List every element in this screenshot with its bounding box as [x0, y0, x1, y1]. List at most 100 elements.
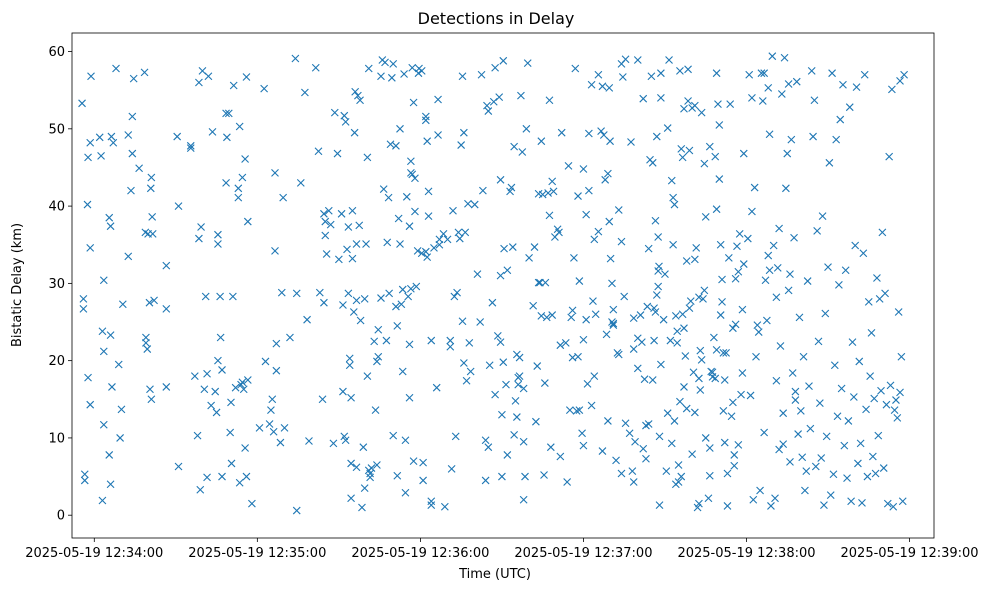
data-point [877, 386, 885, 395]
data-point [212, 408, 221, 417]
data-point [798, 453, 807, 462]
data-point [832, 135, 841, 144]
data-point [750, 183, 759, 192]
data-point [604, 169, 612, 178]
data-point [87, 72, 95, 81]
data-point [491, 390, 500, 399]
data-point [587, 401, 596, 410]
data-point [226, 428, 235, 437]
data-point [783, 149, 792, 158]
data-point [450, 292, 459, 301]
data-point [765, 266, 774, 275]
data-point [446, 342, 455, 351]
data-point [784, 80, 793, 88]
data-point [498, 472, 506, 481]
data-point [866, 372, 875, 380]
data-point [568, 306, 577, 315]
data-point [854, 459, 862, 468]
data-point [459, 128, 468, 137]
data-point [605, 217, 614, 226]
data-point [667, 176, 676, 185]
data-point [599, 131, 608, 139]
data-point [700, 159, 709, 168]
data-point [680, 324, 688, 333]
data-point [200, 385, 209, 394]
x-axis-ticks: 2025-05-19 12:34:00 2025-05-19 12:35:00 20… [25, 538, 979, 561]
data-point [196, 485, 205, 494]
data-point [374, 325, 383, 334]
data-point [507, 183, 516, 192]
data-point [716, 240, 725, 249]
data-point [406, 284, 415, 293]
data-point [462, 376, 471, 385]
data-point [760, 69, 769, 78]
data-point [639, 444, 648, 453]
data-point [651, 216, 660, 225]
data-point [218, 472, 226, 481]
data-point [382, 336, 391, 345]
data-point [421, 116, 430, 125]
data-point [268, 395, 277, 404]
y-tick-label: 60 [48, 45, 65, 60]
data-point [186, 144, 195, 153]
data-point [695, 499, 703, 508]
data-point [434, 95, 442, 104]
data-point [106, 480, 115, 489]
data-point [688, 450, 697, 459]
data-point [345, 354, 354, 363]
data-point [863, 472, 872, 481]
data-point [271, 247, 279, 255]
data-point [676, 66, 684, 75]
data-point [373, 357, 381, 366]
data-point [716, 311, 725, 319]
data-point [803, 277, 812, 285]
data-point [343, 245, 351, 254]
data-point [216, 292, 224, 301]
data-point [261, 357, 270, 366]
data-point [684, 97, 692, 105]
data-point [548, 177, 557, 186]
data-point [311, 63, 320, 72]
data-point [652, 132, 661, 141]
data-point [734, 267, 743, 276]
data-point [579, 165, 588, 173]
data-point [80, 476, 89, 485]
data-point [685, 146, 694, 155]
data-point [805, 382, 813, 391]
data-point [780, 53, 789, 62]
data-point [128, 112, 137, 121]
data-point [162, 261, 171, 270]
data-point [597, 127, 605, 136]
data-point [385, 289, 394, 298]
data-point [761, 276, 770, 285]
data-point [878, 228, 887, 237]
data-point [612, 456, 620, 465]
data-point [396, 124, 404, 133]
data-point [627, 138, 635, 146]
x-tick-label: 2025-05-19 12:39:00 [841, 546, 979, 561]
data-point [561, 338, 570, 347]
data-point [402, 192, 411, 201]
data-point [718, 298, 726, 306]
data-point [99, 347, 108, 356]
data-point [396, 240, 404, 248]
data-point [754, 328, 763, 336]
data-point [739, 260, 748, 268]
data-point [670, 417, 679, 425]
data-point [405, 340, 414, 349]
data-point [844, 417, 853, 425]
y-tick-label: 20 [48, 354, 65, 369]
data-point [712, 345, 721, 354]
data-point [836, 115, 845, 124]
data-point [427, 501, 436, 510]
data-point [277, 288, 286, 297]
data-point [662, 467, 671, 476]
data-point [886, 381, 895, 390]
data-point [578, 429, 586, 438]
data-point [496, 175, 505, 184]
data-point [771, 494, 779, 503]
data-point [392, 302, 400, 311]
data-point [859, 249, 868, 258]
data-point [648, 376, 657, 384]
data-point [794, 430, 803, 438]
